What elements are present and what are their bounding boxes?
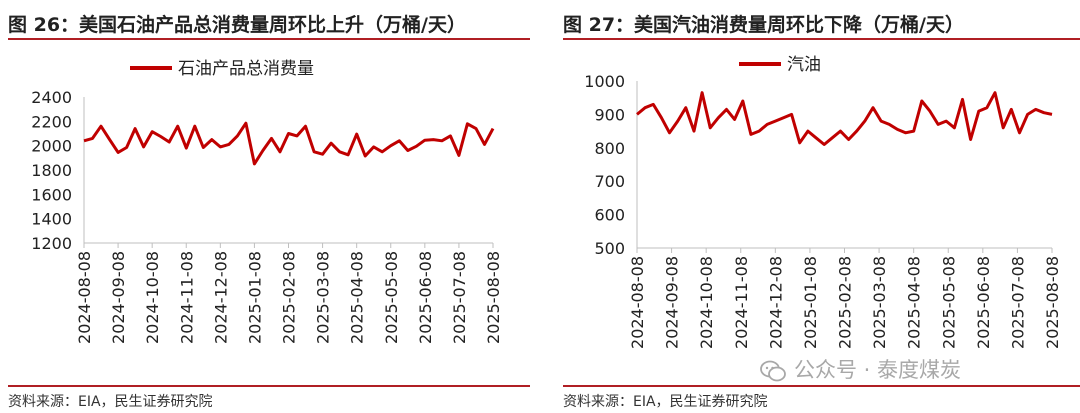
y-tick-label: 1000 xyxy=(584,72,625,91)
y-tick-label: 700 xyxy=(594,172,625,191)
line-chart-petroleum-consumption: 1200 1400 1600 1800 2000 2200 2400 2024-08-08 20… xyxy=(31,59,503,344)
x-tick-label: 2024-08-08 xyxy=(628,256,647,349)
watermark-text: 公众号 · 泰度煤炭 xyxy=(794,358,962,382)
y-tick-label: 900 xyxy=(594,105,625,124)
watermark: 公众号 · 泰度煤炭 xyxy=(760,354,961,384)
title-divider xyxy=(563,38,1080,40)
y-tick-label: 500 xyxy=(594,239,625,258)
y-tick-label: 1400 xyxy=(31,210,72,229)
source-divider xyxy=(8,385,530,387)
x-tick-label: 2025-02-08 xyxy=(836,256,855,349)
x-tick-label: 2024-09-08 xyxy=(663,256,682,349)
x-tick-label: 2025-08-08 xyxy=(484,251,503,344)
legend-label: 石油产品总消费量 xyxy=(178,59,314,79)
x-tick-label: 2025-01-08 xyxy=(245,251,264,344)
y-tick-label: 600 xyxy=(594,206,625,225)
x-tick-label: 2025-03-08 xyxy=(870,256,889,349)
y-tick-label: 2200 xyxy=(31,112,72,131)
x-tick-label: 2024-12-08 xyxy=(766,256,785,349)
x-tick-label: 2025-08-08 xyxy=(1043,256,1062,349)
chart-title: 图 27：美国汽油消费量周环比下降（万桶/天） xyxy=(563,14,964,36)
x-tick-label: 2025-04-08 xyxy=(348,251,367,344)
source-divider xyxy=(563,385,1080,387)
x-tick-label: 2025-06-08 xyxy=(416,251,435,344)
y-tick-label: 800 xyxy=(594,139,625,158)
x-tick-label: 2025-02-08 xyxy=(280,251,299,344)
y-tick-label: 1200 xyxy=(31,234,72,253)
y-tick-label: 1800 xyxy=(31,161,72,180)
series-line xyxy=(636,91,1053,146)
x-tick-label: 2024-08-08 xyxy=(75,251,94,344)
legend-label: 汽油 xyxy=(787,55,821,75)
x-tick-label: 2025-06-08 xyxy=(974,256,993,349)
x-tick-label: 2025-07-08 xyxy=(1008,256,1027,349)
x-tick-label: 2024-11-08 xyxy=(732,256,751,349)
x-tick-label: 2025-01-08 xyxy=(801,256,820,349)
x-tick-label: 2025-05-08 xyxy=(939,256,958,349)
y-tick-label: 2400 xyxy=(31,88,72,107)
x-tick-label: 2024-10-08 xyxy=(697,256,716,349)
x-tick-label: 2024-10-08 xyxy=(143,251,162,344)
x-tick-label: 2024-12-08 xyxy=(211,251,230,344)
line-chart-gasoline-consumption: 500 600 700 800 900 1000 2024-08-08 2024-09-08 2… xyxy=(584,55,1062,349)
series-line xyxy=(83,121,495,166)
x-tick-label: 2024-11-08 xyxy=(177,251,196,344)
chart-panel-left: 图 26：美国石油产品总消费量周环比上升（万桶/天） 1200 1400 1600 1… xyxy=(0,0,530,413)
y-tick-label: 2000 xyxy=(31,137,72,156)
x-tick-label: 2025-07-08 xyxy=(450,251,469,344)
source-note: 资料来源：EIA，民生证券研究院 xyxy=(563,394,768,410)
wechat-icon xyxy=(760,360,786,382)
title-divider xyxy=(8,38,530,40)
x-tick-label: 2024-09-08 xyxy=(109,251,128,344)
chart-panel-right: 图 27：美国汽油消费量周环比下降（万桶/天） 500 600 700 800 900 1… xyxy=(555,0,1080,413)
y-tick-label: 1600 xyxy=(31,185,72,204)
source-note: 资料来源：EIA，民生证券研究院 xyxy=(8,394,213,410)
chart-title: 图 26：美国石油产品总消费量周环比上升（万桶/天） xyxy=(8,14,466,36)
x-tick-label: 2025-04-08 xyxy=(905,256,924,349)
x-tick-label: 2025-05-08 xyxy=(382,251,401,344)
x-tick-label: 2025-03-08 xyxy=(314,251,333,344)
